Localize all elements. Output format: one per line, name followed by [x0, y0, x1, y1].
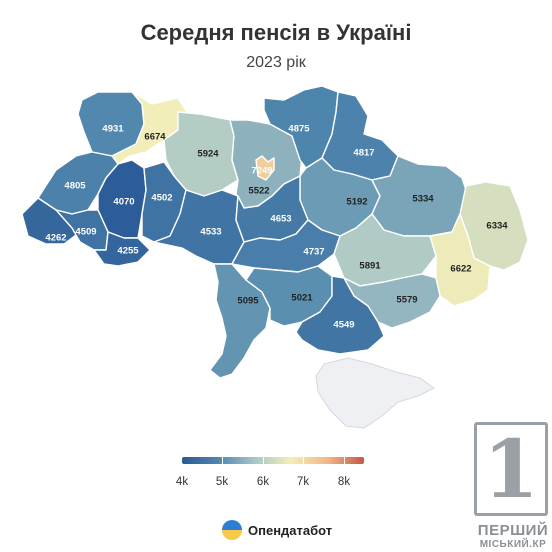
- region-crimea: [315, 357, 435, 429]
- region-value-cherkasy: 4653: [270, 214, 291, 225]
- region-value-mykolaiv: 5021: [291, 293, 313, 304]
- region-value-sumy: 4817: [353, 148, 374, 159]
- region-value-kharkiv: 5334: [412, 194, 434, 205]
- region-value-ivano-frankivsk: 4509: [75, 227, 96, 238]
- region-value-zakarpattia: 4262: [45, 233, 66, 244]
- region-value-donetsk: 6622: [450, 264, 471, 275]
- legend-tick-mark: [263, 455, 264, 466]
- region-chernivtsi: [93, 231, 151, 267]
- region-value-vinnytsia: 4533: [200, 227, 221, 238]
- region-value-volyn: 4931: [102, 124, 124, 135]
- region-value-odesa: 5095: [237, 296, 259, 307]
- legend-tick-label: 6k: [256, 476, 270, 488]
- region-value-zaporizhzhia: 5579: [396, 295, 417, 306]
- region-value-kyiv-city: 7249: [251, 166, 272, 177]
- region-value-dnipropetrovsk: 5891: [359, 261, 381, 272]
- region-value-lviv: 4805: [64, 181, 86, 192]
- region-value-rivne: 6674: [144, 132, 166, 143]
- watermark-line1: ПЕРШИЙ: [477, 522, 549, 539]
- legend-tick-label: 8k: [337, 476, 351, 488]
- region-value-khmelnytskyi: 4502: [151, 193, 172, 204]
- watermark: 1 ПЕРШИЙ МІСЬКИЙ.КР: [474, 422, 552, 552]
- legend-tick-mark: [222, 455, 223, 466]
- region-value-kherson: 4549: [333, 320, 354, 331]
- map-subtitle: 2023 рік: [246, 54, 306, 71]
- legend-color-bar: [182, 457, 364, 464]
- regions-layer: [21, 85, 529, 429]
- region-value-kirovohrad: 4737: [303, 247, 324, 258]
- watermark-frame: [474, 422, 548, 516]
- legend-tick-label: 7k: [296, 476, 310, 488]
- legend-tick-label: 4k: [175, 476, 189, 488]
- region-donetsk: [429, 213, 491, 307]
- legend-tick-mark: [344, 455, 345, 466]
- region-kyiv-city: [255, 155, 275, 181]
- legend-tick-label: 5k: [215, 476, 229, 488]
- labels-layer: 4931 6674 5924 5522 7249 4875 4817 4805 4070 4502…: [45, 124, 508, 331]
- opendatabot-logo-icon: [222, 520, 242, 540]
- watermark-digit: 1: [483, 422, 539, 516]
- map-title: Середня пенсія в Україні: [140, 20, 412, 45]
- brand-name: Опендатабот: [248, 522, 333, 538]
- region-kherson: [295, 275, 385, 355]
- region-value-kyiv-oblast: 5522: [248, 186, 269, 197]
- watermark-line2: МІСЬКИЙ.КР: [479, 539, 547, 550]
- region-value-zhytomyr: 5924: [197, 149, 219, 160]
- region-value-ternopil: 4070: [113, 197, 134, 208]
- region-value-luhansk: 6334: [486, 221, 508, 232]
- legend-tick-mark: [303, 455, 304, 466]
- region-value-chernivtsi: 4255: [117, 246, 139, 257]
- region-value-poltava: 5192: [346, 197, 367, 208]
- region-rivne: [111, 91, 189, 165]
- region-value-chernihiv: 4875: [288, 124, 310, 135]
- brand: Опендатабот: [222, 519, 332, 541]
